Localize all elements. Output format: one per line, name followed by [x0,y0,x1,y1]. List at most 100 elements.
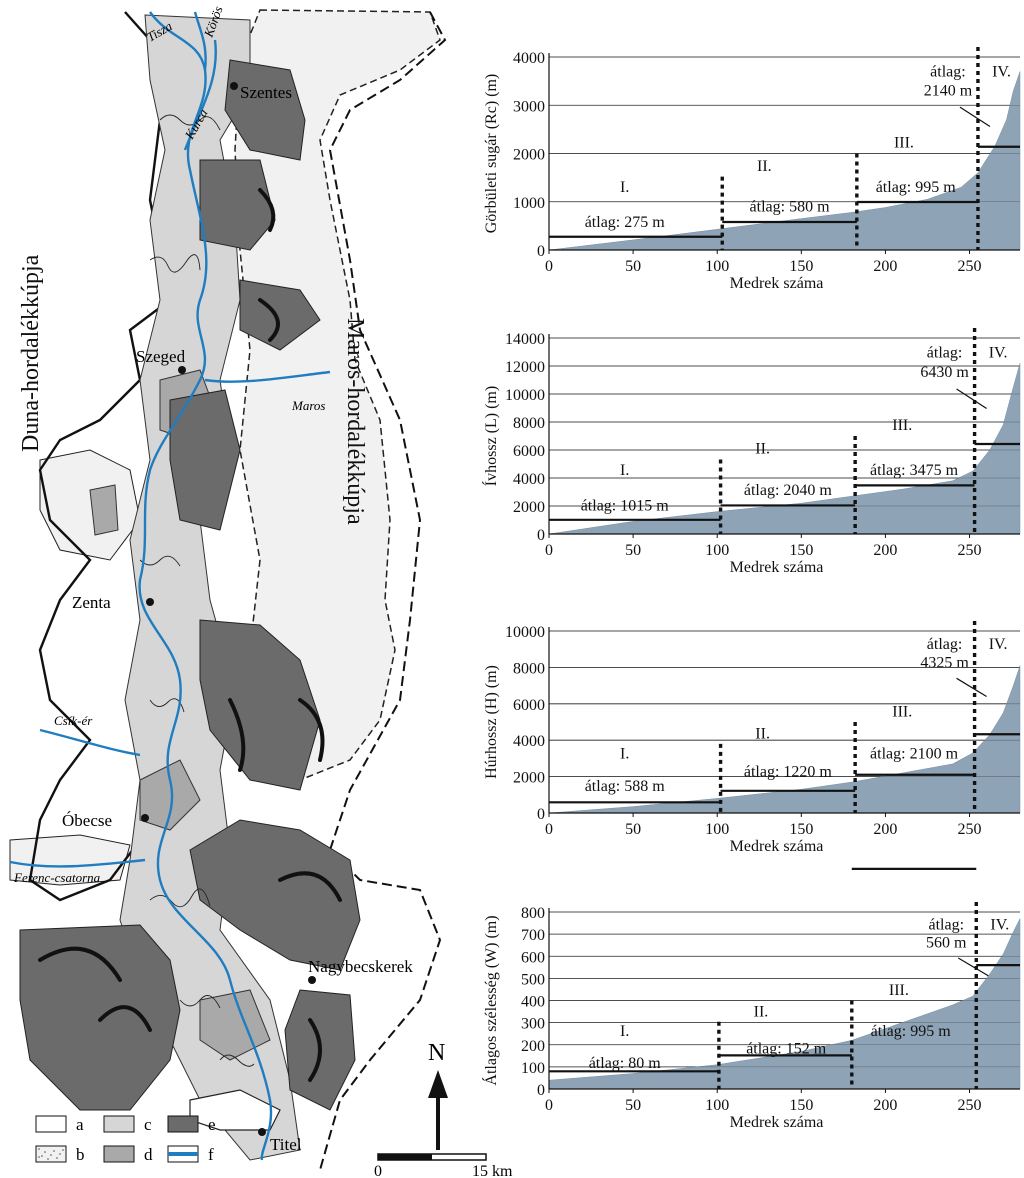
chart-3-ylabel: Húrhossz (H) (m) [483,665,500,779]
chart-2-xtick: 150 [789,542,813,559]
chart-1-xtick: 250 [958,258,982,275]
chart-2-mean-label: átlag: 1015 m [581,497,670,514]
map-unit-e-6 [189,819,361,971]
legend-swatch-c [103,1115,135,1133]
legend-swatch-a [35,1115,67,1133]
chart-4-ytick: 500 [521,971,545,988]
town-dot-obecse [141,814,149,822]
chart-3: 0 2000 4000 6000 8000 10000 0 50 100 150 200 250 Med… [483,621,1021,855]
chart-3-xtick: 100 [705,821,729,838]
river-label-csik-er: Csík-ér [54,713,93,728]
chart-2: 0 2000 4000 6000 8000 10000 12000 14000 0 50 100 15… [481,328,1021,576]
map-unit-c [119,14,301,1161]
chart-2-ylabel: Ívhossz (L) (m) [481,386,500,486]
chart-2-area [548,363,1021,535]
chart-2-ytick: 10000 [505,387,545,404]
town-dot-szentes [230,82,238,90]
chart-4-xtick: 250 [958,1097,982,1114]
legend-label-f: f [208,1145,214,1164]
scale-end: 15 km [472,1163,513,1178]
chart-4-ytick: 200 [521,1038,545,1055]
chart-4-leader-line [957,957,989,977]
chart-1-ytick: 0 [537,243,545,260]
chart-2-ytick: 12000 [505,359,545,376]
scale-bar: 0 15 km [374,1153,513,1178]
map-region [9,9,447,1171]
chart-4-ylabel: Átlagos szélesség (W) (m) [481,915,500,1085]
river-ferenc [9,858,146,868]
town-szeged: Szeged [136,347,186,366]
chart-2-ytick: 14000 [505,331,545,348]
chart-1-ytick: 3000 [513,98,545,115]
chart-1-ytick: 4000 [513,50,545,67]
chart-3-mean-label: átlag: 1220 m [744,764,833,781]
chart-1-xtick: 100 [705,258,729,275]
chart-3-class-label: II. [755,725,770,742]
chart-4-class-label: I. [620,1023,629,1040]
north-arrowhead [428,1070,448,1098]
chart-2-class-label: II. [755,441,770,458]
chart-1-ytick: 1000 [513,195,545,212]
legend-swatch-e [167,1115,199,1133]
chart-2-mean-label: átlag: 2040 m [744,482,833,499]
chart-1-ytick: 2000 [513,147,545,164]
town-markers [141,82,316,1136]
scale-start: 0 [374,1163,382,1178]
chart-1-leader-line [959,106,991,127]
legend-label-c: c [144,1115,152,1134]
river-label-ferenc: Ferenc-csatorna [13,870,101,885]
town-zenta: Zenta [72,593,111,612]
chart-1-xtick: 150 [789,258,813,275]
chart-4-ytick: 700 [521,927,545,944]
legend-swatch-b [35,1145,67,1163]
town-dot-nagybecskerek [308,976,316,984]
chart-3-xtick: 0 [545,821,553,838]
map-unit-e-4 [169,389,241,531]
chart-4-class-label: III. [889,982,909,999]
map-labels: Duna-hordalékkúpja Maros-hordalékkúpja S… [13,4,413,1154]
fan-label-right: Maros-hordalékkúpja [342,318,368,525]
town-obecse: Óbecse [62,811,112,830]
legend-swatch-d [103,1145,135,1163]
chart-1-xtick: 200 [873,258,897,275]
map-unit-e-5 [199,619,321,791]
chart-2-class-label: IV. [989,345,1008,362]
chart-3-mean-label: átlag: 588 m [585,778,666,795]
chart-1-class-label: I. [620,179,629,196]
chart-1-class-label: III. [894,135,914,152]
chart-4-mean-label: átlag: 995 m [871,1023,952,1040]
chart-4-class-label: IV. [990,917,1009,934]
chart-4-xtick: 150 [789,1097,813,1114]
chart-3-xlabel: Medrek száma [730,838,824,855]
chart-3-ytick: 2000 [513,770,545,787]
chart-1-xtick: 50 [625,258,641,275]
town-titel: Titel [270,1135,302,1154]
chart-1-area [548,71,1021,251]
chart-2-mean-label: átlag: 3475 m [870,462,959,479]
chart-3-ytick: 10000 [505,624,545,641]
chart-2-ytick: 4000 [513,471,545,488]
map-unit-e-2 [199,159,276,251]
chart-3-class-label: IV. [989,636,1008,653]
town-dot-zenta [146,598,154,606]
chart-3-mean-label: átlag: 2100 m [870,745,959,762]
chart-1-ylabel: Görbületi sugár (Rc) (m) [483,74,500,234]
chart-4-mean-label: átlag: 80 m [589,1055,662,1072]
chart-4-ytick: 0 [537,1082,545,1099]
chart-3-xtick: 50 [625,821,641,838]
chart-3-xtick: 250 [958,821,982,838]
chart-3-ytick: 4000 [513,733,545,750]
chart-2-xtick: 200 [873,542,897,559]
chart-1-mean-word: átlag: [930,63,966,80]
chart-3-mean-label-iv: 4325 m [920,654,969,671]
town-dot-szeged [178,366,186,374]
legend-label-e: e [208,1115,216,1134]
chart-2-xtick: 100 [705,542,729,559]
chart-1-class-label: IV. [992,63,1011,80]
chart-2-mean-label-iv: 6430 m [920,364,969,381]
chart-2-ytick: 8000 [513,415,545,432]
chart-3-ytick: 6000 [513,697,545,714]
fan-label-left: Duna-hordalékkúpja [18,254,44,452]
chart-1-mean-label-iv: 2140 m [924,83,973,100]
